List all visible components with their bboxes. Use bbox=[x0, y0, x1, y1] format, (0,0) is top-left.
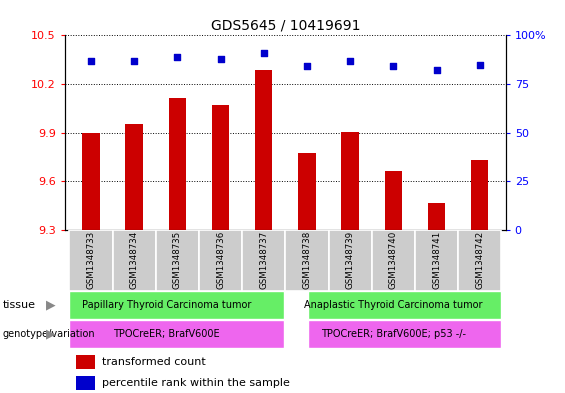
Point bbox=[346, 57, 355, 64]
Point bbox=[129, 57, 138, 64]
Title: GDS5645 / 10419691: GDS5645 / 10419691 bbox=[211, 19, 360, 33]
Bar bbox=[458, 230, 501, 291]
Point bbox=[216, 55, 225, 62]
Text: GSM1348736: GSM1348736 bbox=[216, 231, 225, 290]
Bar bbox=[415, 230, 458, 291]
Text: GSM1348734: GSM1348734 bbox=[129, 231, 138, 290]
Text: GSM1348739: GSM1348739 bbox=[346, 231, 355, 289]
Text: tissue: tissue bbox=[3, 300, 36, 310]
Bar bbox=[125, 124, 143, 230]
Point bbox=[389, 63, 398, 70]
Bar bbox=[308, 320, 501, 348]
Text: GSM1348742: GSM1348742 bbox=[475, 231, 484, 290]
Point bbox=[259, 50, 268, 56]
Point bbox=[86, 57, 95, 64]
Bar bbox=[82, 134, 99, 230]
Bar bbox=[76, 376, 95, 390]
Point bbox=[173, 53, 182, 60]
Bar bbox=[308, 291, 501, 319]
Bar bbox=[471, 160, 488, 230]
Bar bbox=[112, 230, 156, 291]
Point bbox=[475, 61, 484, 68]
Bar bbox=[385, 171, 402, 230]
Bar bbox=[255, 70, 272, 230]
Bar bbox=[341, 132, 359, 230]
Bar bbox=[156, 230, 199, 291]
Bar bbox=[69, 230, 112, 291]
Bar bbox=[372, 230, 415, 291]
Text: GSM1348741: GSM1348741 bbox=[432, 231, 441, 290]
Bar bbox=[428, 203, 445, 230]
Bar bbox=[76, 355, 95, 369]
Text: percentile rank within the sample: percentile rank within the sample bbox=[102, 378, 290, 388]
Bar bbox=[285, 230, 328, 291]
Text: ▶: ▶ bbox=[46, 299, 56, 312]
Text: transformed count: transformed count bbox=[102, 358, 206, 367]
Text: ▶: ▶ bbox=[46, 327, 56, 340]
Text: Anaplastic Thyroid Carcinoma tumor: Anaplastic Thyroid Carcinoma tumor bbox=[304, 300, 483, 310]
Text: genotype/variation: genotype/variation bbox=[3, 329, 95, 339]
Bar bbox=[328, 230, 372, 291]
Bar bbox=[298, 153, 316, 230]
Text: TPOCreER; BrafV600E; p53 -/-: TPOCreER; BrafV600E; p53 -/- bbox=[321, 329, 466, 339]
Bar bbox=[169, 98, 186, 230]
Bar bbox=[69, 291, 284, 319]
Bar bbox=[212, 105, 229, 230]
Bar bbox=[242, 230, 285, 291]
Text: GSM1348733: GSM1348733 bbox=[86, 231, 95, 290]
Point bbox=[302, 63, 311, 70]
Bar bbox=[199, 230, 242, 291]
Text: GSM1348737: GSM1348737 bbox=[259, 231, 268, 290]
Point bbox=[432, 67, 441, 73]
Text: Papillary Thyroid Carcinoma tumor: Papillary Thyroid Carcinoma tumor bbox=[82, 300, 251, 310]
Bar bbox=[69, 320, 284, 348]
Text: GSM1348735: GSM1348735 bbox=[173, 231, 182, 290]
Text: GSM1348738: GSM1348738 bbox=[302, 231, 311, 290]
Text: TPOCreER; BrafV600E: TPOCreER; BrafV600E bbox=[113, 329, 220, 339]
Text: GSM1348740: GSM1348740 bbox=[389, 231, 398, 290]
